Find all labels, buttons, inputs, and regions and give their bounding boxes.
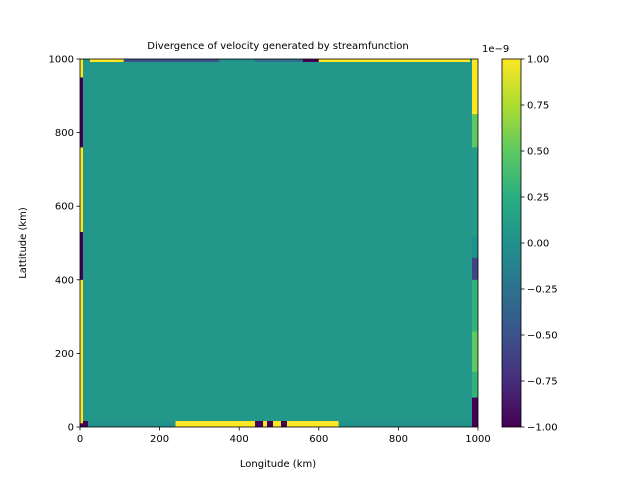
colorbar-gradient [501, 58, 522, 428]
y-tick-label: 1000 [49, 55, 74, 66]
x-axis-label: Longitude (km) [240, 459, 316, 470]
x-tick-label: 0 [77, 434, 83, 445]
x-tick-label: 800 [389, 434, 408, 445]
x-tick-label: 400 [230, 434, 249, 445]
heatmap-edge-left [80, 423, 83, 427]
colorbar-tick-label: −0.75 [527, 377, 558, 388]
colorbar-tick-label: 0.75 [527, 101, 549, 112]
x-tick-label: 600 [309, 434, 328, 445]
heatmap-edge-bottom [286, 421, 339, 427]
plot-frame [79, 58, 479, 428]
heatmap-edge-right [472, 331, 478, 372]
plot-border [79, 58, 479, 428]
heatmap-edge-bottom [263, 421, 268, 427]
heatmap-edge-left [80, 279, 83, 424]
heatmap-edge-right [472, 397, 478, 427]
heatmap [80, 59, 478, 427]
y-axis-label: Lattitude (km) [18, 207, 29, 279]
colorbar-tick-label: 0.00 [527, 239, 549, 250]
colorbar-tick-label: 0.25 [527, 193, 549, 204]
y-tick-label: 0 [68, 423, 74, 434]
heatmap-edge-top [302, 59, 319, 62]
y-tick-label: 800 [55, 128, 74, 139]
heatmap-edge-bottom [267, 421, 274, 427]
heatmap-edge-bottom [80, 421, 88, 427]
colorbar-tick-label: −1.00 [527, 423, 558, 434]
chart-title: Divergence of velocity generated by stre… [147, 41, 408, 52]
heatmap-edge-right [472, 235, 478, 258]
heatmap-edge-right [472, 147, 478, 236]
heatmap-edge-top [219, 59, 256, 62]
heatmap-edge-bottom [338, 421, 473, 427]
heatmap-edge-bottom [175, 421, 256, 427]
heatmap-edge-right [472, 257, 478, 280]
colorbar-tick-label: 0.50 [527, 147, 549, 158]
heatmap-edge-top [123, 59, 220, 62]
heatmap-edge-top [89, 59, 124, 62]
heatmap-edge-top [318, 59, 471, 62]
heatmap-edge-right [472, 371, 478, 398]
x-tick-label: 1000 [465, 434, 490, 445]
y-tick-label: 400 [55, 275, 74, 286]
heatmap-edge-left [80, 77, 83, 148]
colorbar-tick-label: −0.25 [527, 285, 558, 296]
colorbar: −1.00 −0.75 −0.50 −0.25 0.00 0.25 0.50 0.75 1.00… [482, 44, 558, 434]
heatmap-edge-right [472, 279, 478, 332]
x-tick-label: 200 [150, 434, 169, 445]
heatmap-edge-left [80, 231, 83, 280]
heatmap-edge-right [472, 59, 478, 115]
heatmap-edge-bottom [280, 421, 287, 427]
y-axis: 0 200 400 600 800 1000 [49, 55, 80, 434]
heatmap-edge-left [80, 59, 83, 78]
x-axis: 0 200 400 600 800 1000 [77, 427, 491, 445]
heatmap-edge-top [80, 59, 90, 62]
y-tick-label: 600 [55, 202, 74, 213]
colorbar-tick-label: 1.00 [527, 55, 549, 66]
heatmap-edge-bottom [273, 421, 281, 427]
heatmap-edge-bottom [87, 421, 176, 427]
heatmap-interior [80, 59, 478, 427]
heatmap-edge-right [472, 114, 478, 148]
heatmap-edge-bottom [255, 421, 264, 427]
heatmap-edge-top [255, 59, 303, 62]
colorbar-ticks: −1.00 −0.75 −0.50 −0.25 0.00 0.25 0.50 0.75 1.00 [521, 55, 558, 434]
heatmap-edge-left [80, 147, 83, 232]
colorbar-tick-label: −0.50 [527, 331, 558, 342]
y-tick-label: 200 [55, 349, 74, 360]
colorbar-offset-label: 1e−9 [482, 44, 509, 55]
